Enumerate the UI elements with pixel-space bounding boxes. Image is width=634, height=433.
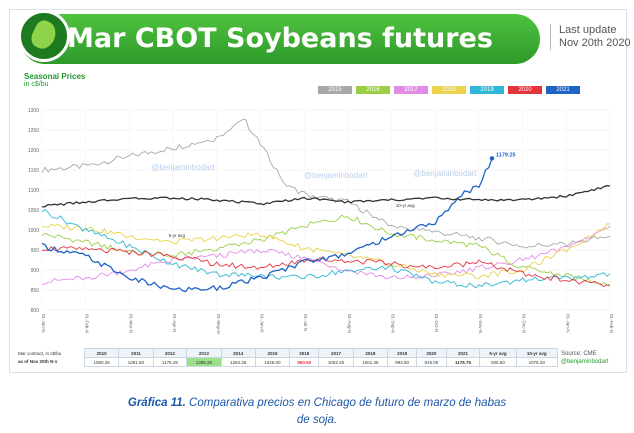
watermark-2: @benjaminbodart (304, 171, 368, 180)
series-line-2016 (41, 214, 611, 286)
y-tick-label: 950 (31, 248, 40, 254)
table-header-2014: 2014 (220, 348, 256, 358)
y-tick-label: 1150 (28, 168, 39, 174)
x-tick-label: 01-Jun-N (259, 314, 264, 333)
y-tick-label: 850 (31, 288, 40, 294)
x-tick-label: 01-May-N (216, 314, 221, 334)
table-header-2017: 2017 (318, 348, 354, 358)
series-line-2019 (41, 209, 611, 289)
legend-item-2016: 2016 (356, 86, 390, 94)
table-header-10-yr avg: 10-yr avg (515, 348, 559, 358)
table-header-2011: 2011 (118, 348, 154, 358)
units-label: in c$/bu (24, 81, 49, 88)
table-header-2013: 2013 (186, 348, 222, 358)
caption-text: Comparativa precios en Chicago de futuro… (185, 397, 507, 409)
y-tick-label: 1300 (28, 108, 39, 114)
source-handle: @benjaminbodart (561, 359, 609, 365)
legend-item-2015: 2015 (318, 86, 352, 94)
table-value-5-yr avg: 925.50 (479, 357, 517, 367)
table-label-1: Mar contract, in c$/bu (18, 351, 62, 356)
table-value-2016: 860.50 (289, 357, 320, 367)
series-line-2017 (41, 225, 611, 286)
update-label: Last update (559, 24, 617, 36)
chart-title: Mar CBOT Soybeans futures (67, 23, 493, 54)
x-tick-label: 01-Apr-N (172, 314, 177, 332)
series-line-2015 (41, 118, 611, 249)
title-banner: Mar CBOT Soybeans futures (20, 14, 540, 64)
table-value-2010: 1050.25 (83, 357, 120, 367)
source-line: Source: CME (561, 351, 597, 357)
table-header-2015: 2015 (254, 348, 291, 358)
table-header-2020: 2020 (416, 348, 447, 358)
x-tick-label: 01-Sep-N (391, 314, 396, 333)
x-tick-label: 01-Oct-N (434, 314, 439, 332)
x-tick-label: 01-Feb-N (85, 314, 90, 333)
ten-year-avg-label: 10-yr avg (396, 203, 415, 208)
last-price-point (489, 156, 495, 161)
legend-item-2021: 2021 (546, 86, 580, 94)
update-date: Nov 20th 2020 (559, 37, 631, 49)
x-tick-label: 01-Aug-N (347, 314, 352, 333)
table-header-row: 2010 2011 2012 2013 2014 2015 2016 2017 2018 2019… (83, 348, 559, 358)
seasonal-label: Seasonal Prices (24, 72, 86, 81)
y-tick-label: 1050 (28, 208, 39, 214)
table-value-2012: 1175.25 (152, 357, 188, 367)
y-tick-label: 1000 (28, 228, 39, 234)
figure-frame (9, 9, 627, 373)
table-value-2015: 1026.00 (254, 357, 291, 367)
legend-item-2017: 2017 (394, 86, 428, 94)
y-tick-label: 1100 (28, 188, 39, 194)
legend: 2015 2016 2017 2018 2019 2020 2021 (318, 86, 580, 94)
update-box: Last update Nov 20th 2020 (550, 24, 634, 50)
caption-text-2: de soja. (296, 414, 338, 426)
legend-item-2018: 2018 (432, 86, 466, 94)
table-value-10-yr avg: 1075.33 (515, 357, 559, 367)
watermark-3: @benjaminbodart (413, 169, 477, 178)
table-header-2019: 2019 (386, 348, 418, 358)
legend-item-2020: 2020 (508, 86, 542, 94)
table-value-2018: 1001.25 (352, 357, 388, 367)
series-line-2018 (41, 223, 611, 280)
x-tick-label: 01-Nov-N (478, 314, 483, 333)
table-value-2013: 1396.25 (186, 357, 222, 367)
table-row-labels: Mar contract, in c$/bu as of Nov 20th N-… (18, 350, 82, 366)
x-tick-label: 01-Feb-N (609, 314, 614, 333)
globe-icon (18, 10, 70, 62)
table-header-2016: 2016 (289, 348, 320, 358)
table-label-2: as of Nov 20th N-1 (18, 359, 58, 364)
table-value-2020: 919.00 (416, 357, 447, 367)
table-header-2018: 2018 (352, 348, 388, 358)
y-tick-label: 900 (31, 268, 40, 274)
table-value-2021: 1176.75 (445, 357, 481, 367)
table-header-2012: 2012 (152, 348, 188, 358)
table-value-2019: 894.50 (386, 357, 418, 367)
y-tick-label: 1250 (28, 128, 39, 134)
x-tick-label: 01-Jul-N (303, 314, 308, 331)
table-header-5-yr avg: 5-yr avg (479, 348, 517, 358)
y-tick-label: 800 (31, 308, 40, 314)
figure-caption: Gráfica 11. Comparativa precios en Chica… (0, 395, 634, 429)
x-tick-label: 01-Mar-N (128, 314, 133, 333)
x-tick-label: 01-Dec-N (522, 314, 527, 333)
series-line-10-yr avg (41, 185, 611, 208)
table-value-2014: 1264.25 (220, 357, 256, 367)
x-tick-label: 01-Jan-N (565, 314, 570, 333)
price-table: 2010 2011 2012 2013 2014 2015 2016 2017 2018 2019… (83, 348, 559, 367)
table-value-2017: 1002.25 (318, 357, 354, 367)
table-header-2010: 2010 (83, 348, 120, 358)
line-chart: 1300 1250 1200 1150 1100 1050 1000 950 900 850 800… (28, 108, 614, 334)
source-note: Source: CME @benjaminbodart (561, 350, 608, 366)
caption-label: Gráfica 11. (127, 397, 186, 409)
five-year-avg-label: 5-yr avg (169, 233, 186, 238)
series-line-2021 (41, 158, 493, 293)
table-value-2011: 1291.50 (118, 357, 154, 367)
y-tick-label: 1200 (28, 148, 39, 154)
table-values-row: 1050.25 1291.50 1175.25 1396.25 1264.25 1026.… (83, 357, 559, 367)
x-tick-label: 01-Jan-N (41, 314, 46, 333)
watermark-1: @benjaminbodart (151, 163, 215, 172)
legend-item-2019: 2019 (470, 86, 504, 94)
table-header-2021: 2021 (445, 348, 481, 358)
last-price-label: 1179.25 (496, 152, 516, 158)
